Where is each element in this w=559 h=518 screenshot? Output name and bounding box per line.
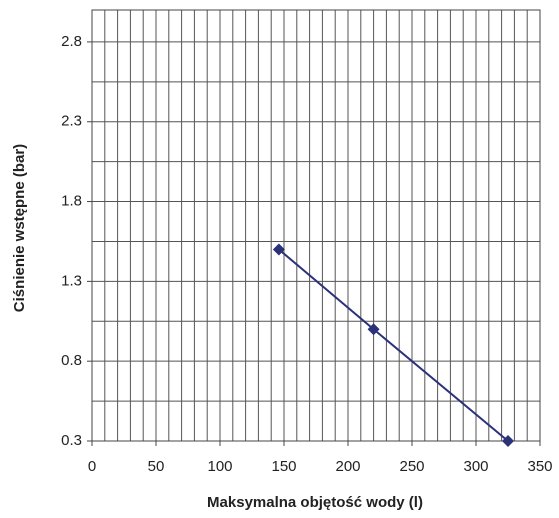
x-tick-label: 150 <box>271 458 296 475</box>
x-tick-label: 0 <box>88 458 96 475</box>
y-tick-label: 0.8 <box>61 352 82 369</box>
plot-frame <box>91 9 541 442</box>
y-axis-title: Ciśnienie wstępne (bar) <box>11 144 28 312</box>
data-point <box>272 243 285 256</box>
data-point <box>502 435 514 447</box>
x-tick-label: 200 <box>335 458 360 475</box>
x-tick-label: 350 <box>527 458 552 475</box>
x-tick-label: 250 <box>399 458 424 475</box>
x-tick-label: 300 <box>463 458 488 475</box>
data-line <box>278 248 509 442</box>
y-tick-label: 1.3 <box>61 272 82 289</box>
x-axis-title: Maksymalna objętość wody (l) <box>207 494 423 511</box>
x-tick-label: 100 <box>207 458 232 475</box>
y-tick-label: 2.8 <box>61 33 82 50</box>
data-point <box>367 323 380 336</box>
y-tick-label: 2.3 <box>61 113 82 130</box>
y-tick-label: 0.3 <box>61 432 82 449</box>
x-tick-label: 50 <box>148 458 165 475</box>
y-tick-label: 1.8 <box>61 193 82 210</box>
